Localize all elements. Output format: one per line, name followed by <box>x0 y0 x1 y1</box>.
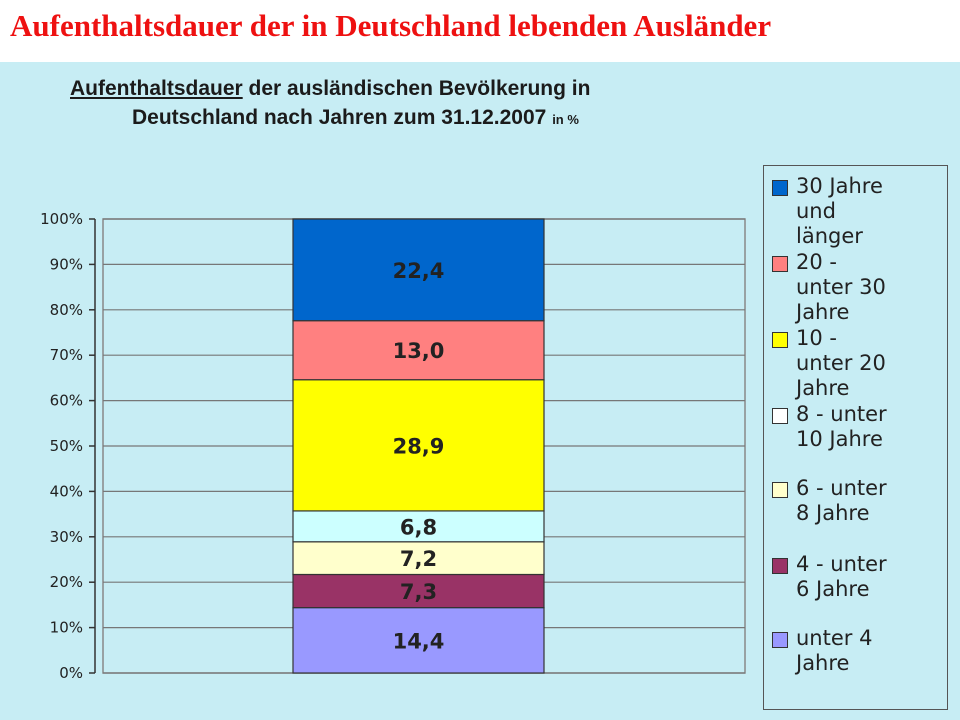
legend-swatch <box>772 256 788 272</box>
y-tick-label: 80% <box>50 301 83 319</box>
data-label-3: 7,2 <box>400 547 437 571</box>
legend-label: unter 4 Jahre <box>796 626 873 675</box>
legend-label: 20 - unter 30 Jahre <box>796 250 886 324</box>
legend-item: unter 4 Jahre <box>772 626 948 676</box>
legend-item: 4 - unter 6 Jahre <box>772 552 948 602</box>
data-label-1: 14,4 <box>393 629 445 653</box>
y-tick-label: 50% <box>50 437 83 455</box>
bar-segment-1 <box>292 607 545 674</box>
chart-title-unit: in % <box>552 112 579 127</box>
bar-segment-4 <box>292 510 545 543</box>
bar-segment-5 <box>292 379 545 512</box>
data-label-7: 22,4 <box>393 259 445 283</box>
legend: 30 Jahre und länger 20 - unter 30 Jahre 10… <box>763 165 948 710</box>
y-tick-label: 20% <box>50 573 83 591</box>
y-tick-label: 10% <box>50 619 83 637</box>
legend-label: 6 - unter 8 Jahre <box>796 476 887 525</box>
chart-title-line1: der ausländischen Bevölkerung in <box>248 77 591 100</box>
data-label-6: 13,0 <box>393 339 445 363</box>
legend-item: 20 - unter 30 Jahre <box>772 250 948 325</box>
legend-item: 30 Jahre und länger <box>772 174 948 249</box>
legend-label: 4 - unter 6 Jahre <box>796 552 887 601</box>
y-tick-label: 100% <box>40 210 83 228</box>
legend-swatch <box>772 180 788 196</box>
y-tick-label: 0% <box>59 664 83 682</box>
legend-swatch <box>772 482 788 498</box>
legend-swatch <box>772 632 788 648</box>
legend-label: 10 - unter 20 Jahre <box>796 326 886 400</box>
data-label-5: 28,9 <box>393 434 445 458</box>
y-tick-label: 40% <box>50 482 83 500</box>
slide-title: Aufenthaltsdauer der in Deutschland lebe… <box>10 8 772 43</box>
legend-swatch <box>772 408 788 424</box>
legend-item: 10 - unter 20 Jahre <box>772 326 948 401</box>
chart-title: Aufenthaltsdauer der ausländischen Bevöl… <box>70 74 870 134</box>
y-tick-label: 70% <box>50 346 83 364</box>
y-tick-label: 90% <box>50 255 83 273</box>
y-tick-label: 60% <box>50 392 83 410</box>
legend-swatch <box>772 332 788 348</box>
bar-segment-2 <box>292 573 545 609</box>
legend-label: 8 - unter 10 Jahre <box>796 402 887 451</box>
data-label-2: 7,3 <box>400 580 437 604</box>
legend-swatch <box>772 558 788 574</box>
legend-label: 30 Jahre und länger <box>796 174 883 248</box>
bar-segment-7 <box>292 218 545 322</box>
bar-segment-6 <box>292 320 545 381</box>
bar-segment-3 <box>292 541 545 576</box>
legend-item: 6 - unter 8 Jahre <box>772 476 948 526</box>
plot-area: 0% 10% 20% 30% 40% 50% 60% 70% 80% 90% 100% 14,4 7,3… <box>40 210 746 682</box>
chart-title-underlined: Aufenthaltsdauer <box>70 77 243 100</box>
y-tick-label: 30% <box>50 528 83 546</box>
data-label-4: 6,8 <box>400 515 437 539</box>
chart-title-line2: Deutschland nach Jahren zum 31.12.2007 <box>132 106 547 129</box>
legend-item: 8 - unter 10 Jahre <box>772 402 948 452</box>
